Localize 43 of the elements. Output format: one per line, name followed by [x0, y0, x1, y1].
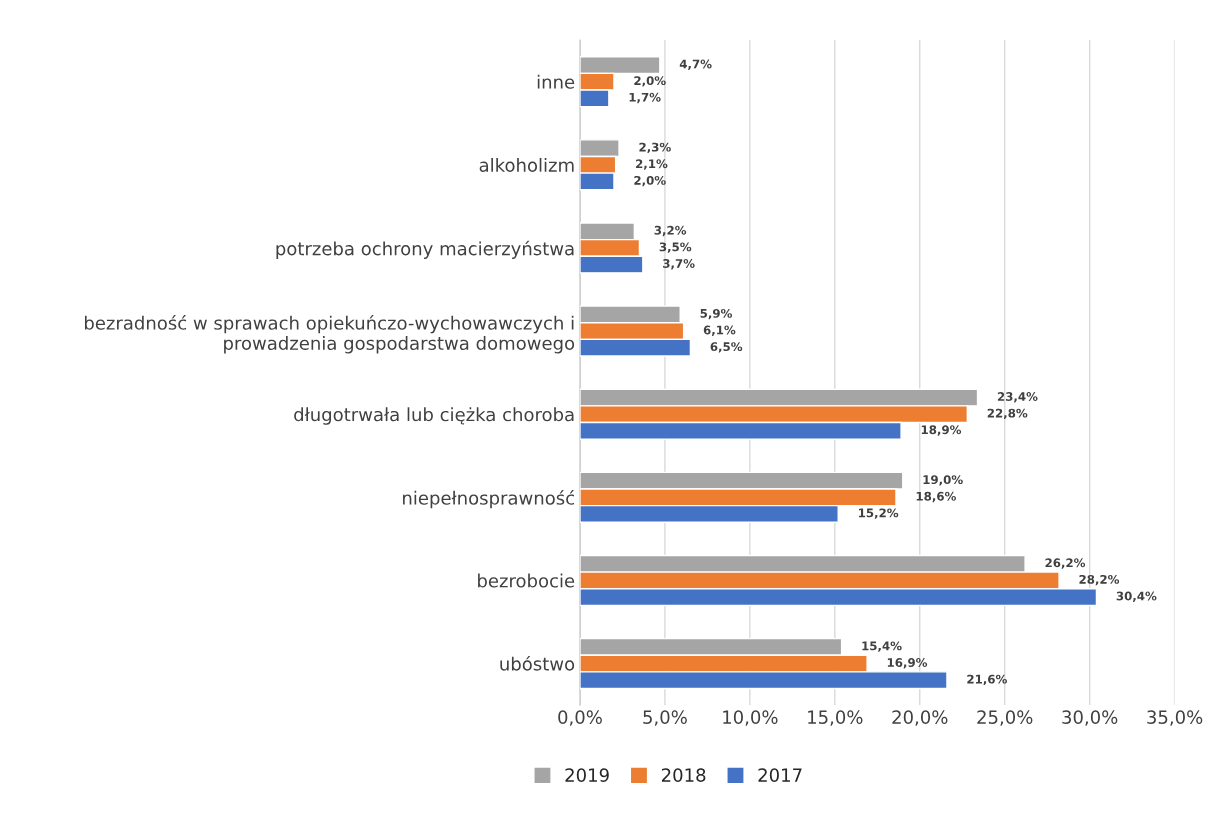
x-tick-label: 35,0% [1147, 710, 1203, 726]
data-label: 5,9% [700, 308, 733, 320]
data-label: 21,6% [967, 674, 1007, 686]
data-label: 6,5% [710, 342, 743, 353]
data-label: 3,5% [659, 242, 692, 253]
legend-label: 2018 [661, 768, 706, 782]
y-tick-label: bezradność w sprawach opiekuńczo-wychowawczych i prowadzenia gospodarstwa domowego [84, 315, 575, 354]
data-label: 18,9% [921, 425, 962, 436]
data-label: 4,7% [679, 59, 712, 70]
data-label: 6,1% [703, 325, 736, 336]
x-tick-label: 0,0% [558, 710, 602, 726]
y-tick-label: potrzeba ochrony macierzyństwa [276, 240, 574, 259]
y-tick-label: ubóstwo [500, 655, 575, 671]
data-label: 23,4% [997, 392, 1038, 403]
data-label: 18,6% [916, 491, 956, 503]
data-label: 1,7% [629, 92, 661, 104]
data-label: 2,3% [639, 142, 671, 154]
y-tick-label: długotrwała lub ciężka choroba [294, 407, 574, 425]
x-tick-label: 30,0% [1062, 710, 1118, 726]
data-label: 30,4% [1116, 591, 1157, 602]
legend-label: 2019 [565, 768, 609, 782]
x-tick-label: 15,0% [808, 710, 863, 726]
data-label: 28,2% [1079, 574, 1120, 586]
legend-label: 2017 [758, 768, 802, 782]
data-label: 22,8% [987, 408, 1028, 420]
y-tick-label: alkoholizm [479, 157, 574, 172]
data-label: 16,9% [887, 658, 928, 669]
data-label: 3,2% [654, 225, 687, 237]
data-label: 2,0% [634, 76, 666, 87]
x-tick-label: 25,0% [977, 710, 1033, 726]
y-tick-label: inne [537, 74, 575, 89]
x-tick-label: 20,0% [892, 710, 948, 726]
y-tick-label: niepełnosprawność [403, 490, 574, 509]
x-tick-label: 5,0% [643, 710, 687, 726]
data-label: 2,0% [634, 175, 666, 187]
data-label: 15,4% [862, 641, 902, 652]
data-label: 3,7% [663, 259, 695, 270]
y-tick-label: bezrobocie [478, 573, 575, 588]
data-label: 2,1% [636, 159, 668, 170]
x-tick-label: 10,0% [723, 710, 778, 726]
data-label: 15,2% [858, 508, 899, 519]
data-label: 26,2% [1045, 558, 1086, 569]
data-label: 19,0% [923, 475, 963, 486]
